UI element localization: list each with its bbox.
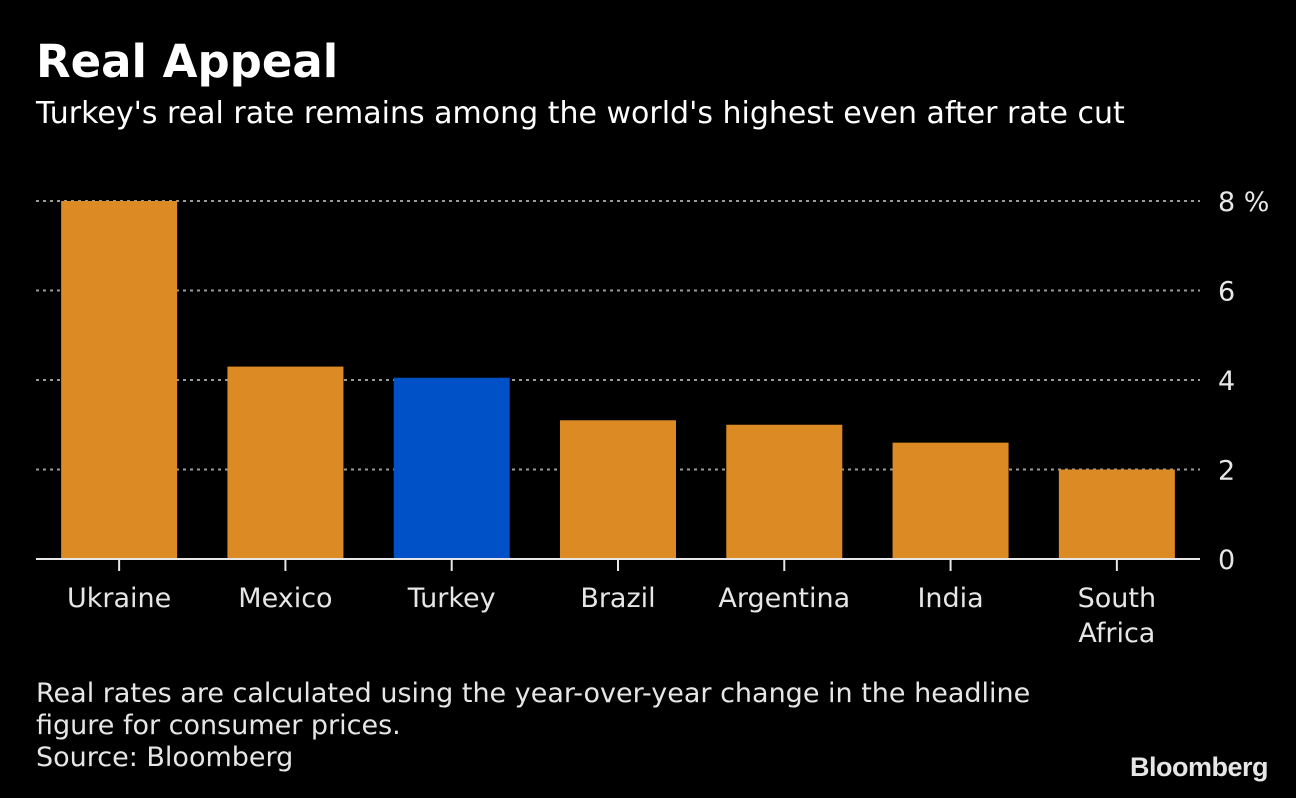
category-labels: Ukraine Mexico Turkey Brazil Argentina India S… [67, 583, 1156, 649]
category-label: Mexico [238, 583, 332, 614]
category-label: Africa [1078, 618, 1155, 649]
bar [560, 420, 676, 559]
x-axis [36, 558, 1200, 571]
bar-chart: 0 2 4 6 8 % Ukraine Mexico Turkey Brazil Argenti… [36, 187, 1269, 649]
source-note: Source: Bloomberg [36, 742, 294, 773]
y-tick-label: 2 [1218, 456, 1235, 487]
category-label: Brazil [580, 583, 655, 614]
y-tick-label: 6 [1218, 277, 1235, 308]
bar [61, 201, 178, 559]
bloomberg-logo: Bloomberg [1129, 752, 1269, 782]
category-label: Ukraine [67, 583, 171, 614]
chart-title: Real Appeal [36, 35, 339, 88]
bar [892, 442, 1009, 559]
category-label: India [917, 583, 983, 614]
bars [61, 201, 1175, 559]
y-tick-label: 4 [1218, 366, 1235, 397]
y-tick-label: 8 % [1218, 187, 1269, 218]
chart-subtitle: Turkey's real rate remains among the wor… [36, 96, 1125, 131]
category-label: Argentina [718, 583, 850, 614]
bar [393, 377, 510, 559]
bar [227, 366, 344, 559]
bar [1058, 469, 1175, 559]
bar [726, 424, 843, 559]
y-tick-label: 0 [1218, 545, 1235, 576]
category-label: South [1078, 583, 1156, 614]
footnote: Real rates are calculated using the year… [36, 678, 1031, 741]
y-tick-labels: 0 2 4 6 8 % [1218, 187, 1269, 576]
category-label: Turkey [407, 583, 496, 614]
